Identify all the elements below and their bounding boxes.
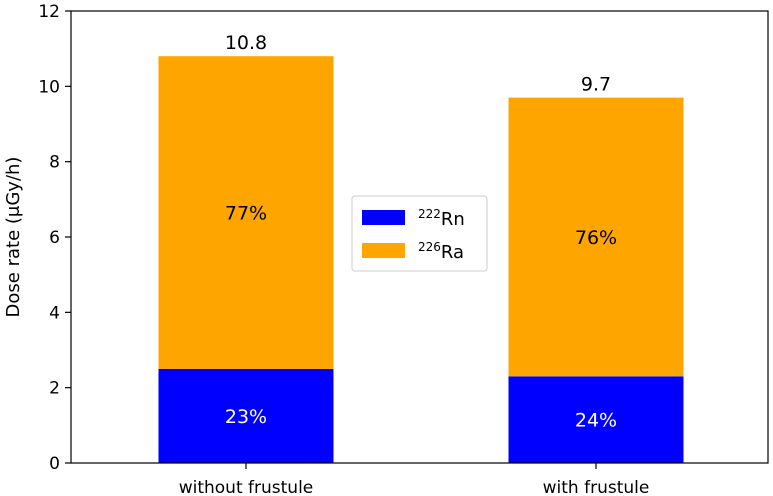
y-tick-label-3: 6: [49, 228, 60, 248]
labels-layer: 23% 77% 10.8 24% 76% 9.7: [225, 32, 617, 431]
segment-label-rn-1: 24%: [575, 410, 617, 432]
y-axis-title: Dose rate (μGy/h): [3, 157, 24, 318]
legend-label-rn: 222Rn: [418, 207, 465, 230]
y-tick-label-1: 2: [49, 379, 60, 399]
y-tick-label-4: 8: [49, 153, 60, 173]
x-tick-label-1: with frustule: [543, 478, 650, 496]
y-tick-label-0: 0: [49, 454, 60, 474]
bar-ra-0: [158, 56, 334, 369]
bar-rn-0: [158, 368, 334, 463]
segment-label-rn-0: 23%: [225, 406, 267, 428]
x-tick-label-0: without frustule: [179, 478, 314, 496]
bar-rn-1: [508, 376, 684, 463]
bar-ra-1: [508, 97, 684, 377]
bars-layer: [158, 56, 684, 463]
y-axis: 0 2 4 6 8 10 12: [38, 2, 71, 474]
y-tick-label-2: 4: [49, 303, 60, 323]
y-tick-label-5: 10: [38, 77, 60, 97]
total-label-1: 9.7: [581, 74, 611, 96]
legend-swatch-rn: [362, 210, 405, 225]
segment-label-ra-1: 76%: [575, 227, 617, 249]
total-label-0: 10.8: [225, 32, 267, 54]
segment-label-ra-0: 77%: [225, 203, 267, 225]
legend-label-ra: 226Ra: [418, 240, 464, 263]
legend-swatch-ra: [362, 243, 405, 258]
legend: 222Rn 226Ra: [351, 195, 488, 272]
y-tick-label-6: 12: [38, 2, 60, 22]
x-axis: without frustule with frustule: [179, 463, 650, 496]
